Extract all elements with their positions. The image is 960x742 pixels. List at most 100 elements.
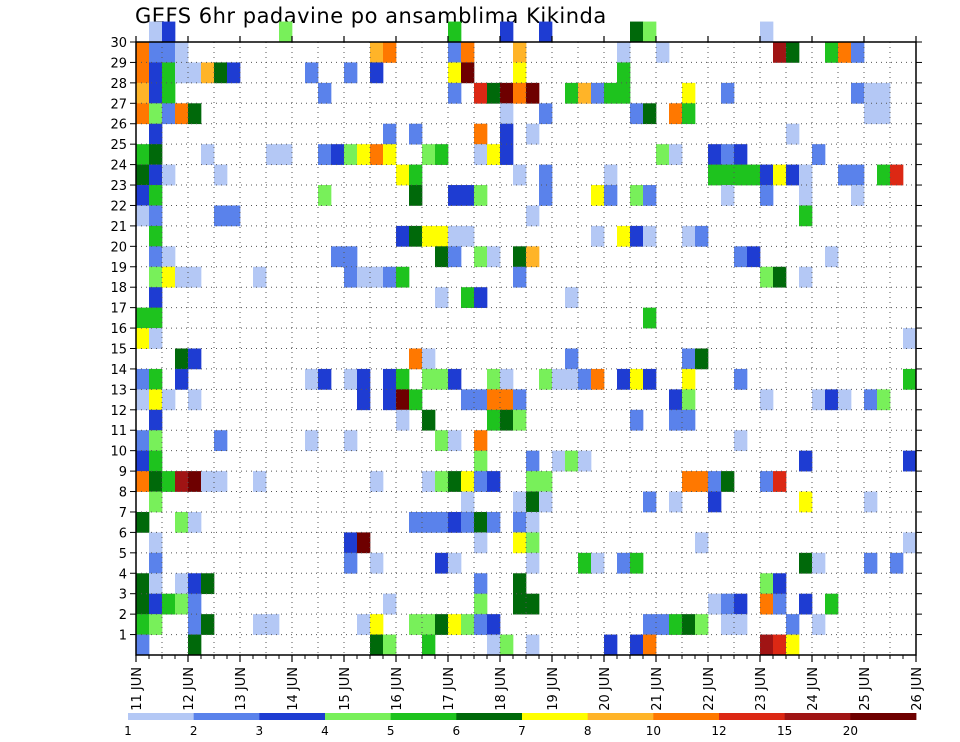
heatmap-cell: [864, 103, 878, 125]
heatmap-cell: [500, 634, 514, 656]
heatmap-cell: [422, 409, 436, 431]
heatmap-cell: [227, 205, 241, 227]
heatmap-cell: [682, 82, 696, 104]
heatmap-cell: [474, 389, 488, 411]
heatmap-cell: [149, 185, 163, 206]
heatmap-cell: [682, 368, 696, 390]
heatmap-cell: [396, 225, 410, 247]
heatmap-cell: [734, 614, 748, 635]
heatmap-cell: [422, 634, 436, 656]
heatmap-cell: [682, 348, 696, 370]
heatmap-cell: [812, 144, 826, 165]
heatmap-cell: [682, 225, 696, 247]
heatmap-cell: [318, 185, 332, 206]
y-tick-label: 27: [110, 97, 127, 112]
heatmap-cell: [435, 552, 449, 574]
heatmap-cell: [136, 205, 150, 227]
heatmap-cell: [630, 21, 644, 43]
heatmap-cell: [175, 593, 189, 615]
heatmap-cell: [409, 348, 423, 370]
heatmap-cell: [448, 42, 462, 63]
heatmap-cell: [721, 82, 735, 104]
heatmap-cell: [357, 144, 371, 165]
heatmap-cell: [500, 389, 514, 411]
heatmap-cell: [487, 246, 501, 268]
heatmap-cell: [136, 368, 150, 390]
heatmap-cell: [617, 82, 631, 104]
heatmap-cell: [812, 389, 826, 411]
heatmap-cell: [253, 614, 267, 635]
heatmap-cell: [448, 471, 462, 492]
heatmap-cell: [383, 389, 397, 411]
heatmap-cell: [864, 389, 878, 411]
heatmap-cell: [149, 307, 163, 329]
heatmap-cell: [734, 430, 748, 452]
heatmap-cell: [877, 389, 891, 411]
heatmap-cell: [513, 266, 527, 288]
heatmap-cell: [526, 593, 540, 615]
heatmap-cell: [617, 368, 631, 390]
heatmap-cell: [500, 368, 514, 390]
heatmap-cell: [877, 82, 891, 104]
heatmap-cell: [344, 552, 358, 574]
heatmap-cell: [812, 552, 826, 574]
x-tick-label: 26 JUN: [910, 667, 925, 711]
heatmap-cell: [825, 42, 839, 63]
y-tick-label: 6: [119, 526, 127, 541]
heatmap-cell: [188, 62, 202, 84]
heatmap-cell: [201, 471, 215, 492]
y-tick-label: 24: [110, 159, 127, 174]
heatmap-cell: [396, 409, 410, 431]
heatmap-cell: [149, 532, 163, 554]
heatmap-cell: [136, 573, 150, 595]
heatmap-cell: [175, 42, 189, 63]
heatmap-cell: [500, 82, 514, 104]
heatmap-cell: [149, 328, 163, 349]
heatmap-cell: [162, 103, 176, 125]
heatmap-cell: [331, 246, 345, 268]
heatmap-cell: [435, 471, 449, 492]
heatmap-cell: [669, 103, 683, 125]
heatmap-cell: [149, 368, 163, 390]
y-tick-label: 11: [110, 424, 127, 439]
heatmap-cell: [188, 593, 202, 615]
heatmap-cell: [682, 614, 696, 635]
heatmap-cell: [357, 532, 371, 554]
heatmap-cell: [734, 246, 748, 268]
y-tick-label: 10: [110, 445, 127, 460]
heatmap-cell: [162, 471, 176, 492]
heatmap-cell: [513, 593, 527, 615]
y-tick-label: 2: [119, 608, 127, 623]
heatmap-cell: [799, 185, 813, 206]
heatmap-cell: [136, 511, 150, 533]
heatmap-cell: [513, 532, 527, 554]
heatmap-cell: [201, 614, 215, 635]
heatmap-cell: [474, 593, 488, 615]
heatmap-cell: [188, 634, 202, 656]
heatmap-cell: [773, 573, 787, 595]
heatmap-cell: [825, 389, 839, 411]
heatmap-cell: [721, 471, 735, 492]
heatmap-cell: [162, 389, 176, 411]
heatmap-cell: [162, 593, 176, 615]
heatmap-cell: [435, 246, 449, 268]
heatmap-cell: [643, 491, 657, 513]
heatmap-cell: [760, 573, 774, 595]
heatmap-cell: [409, 123, 423, 145]
heatmap-cell: [136, 430, 150, 452]
heatmap-cell: [617, 552, 631, 574]
heatmap-cell: [448, 21, 462, 43]
heatmap-cell: [617, 225, 631, 247]
heatmap-cell: [149, 144, 163, 165]
x-tick-label: 15 JUN: [338, 667, 353, 711]
heatmap-cell: [136, 42, 150, 63]
heatmap-cell: [526, 123, 540, 145]
heatmap-cell: [461, 614, 475, 635]
y-tick-label: 16: [110, 322, 127, 337]
heatmap-cell: [669, 144, 683, 165]
heatmap-cell: [643, 21, 657, 43]
heatmap-cell: [786, 123, 800, 145]
heatmap-cell: [695, 614, 709, 635]
legend-swatch: [193, 713, 260, 720]
heatmap-cell: [591, 185, 605, 206]
